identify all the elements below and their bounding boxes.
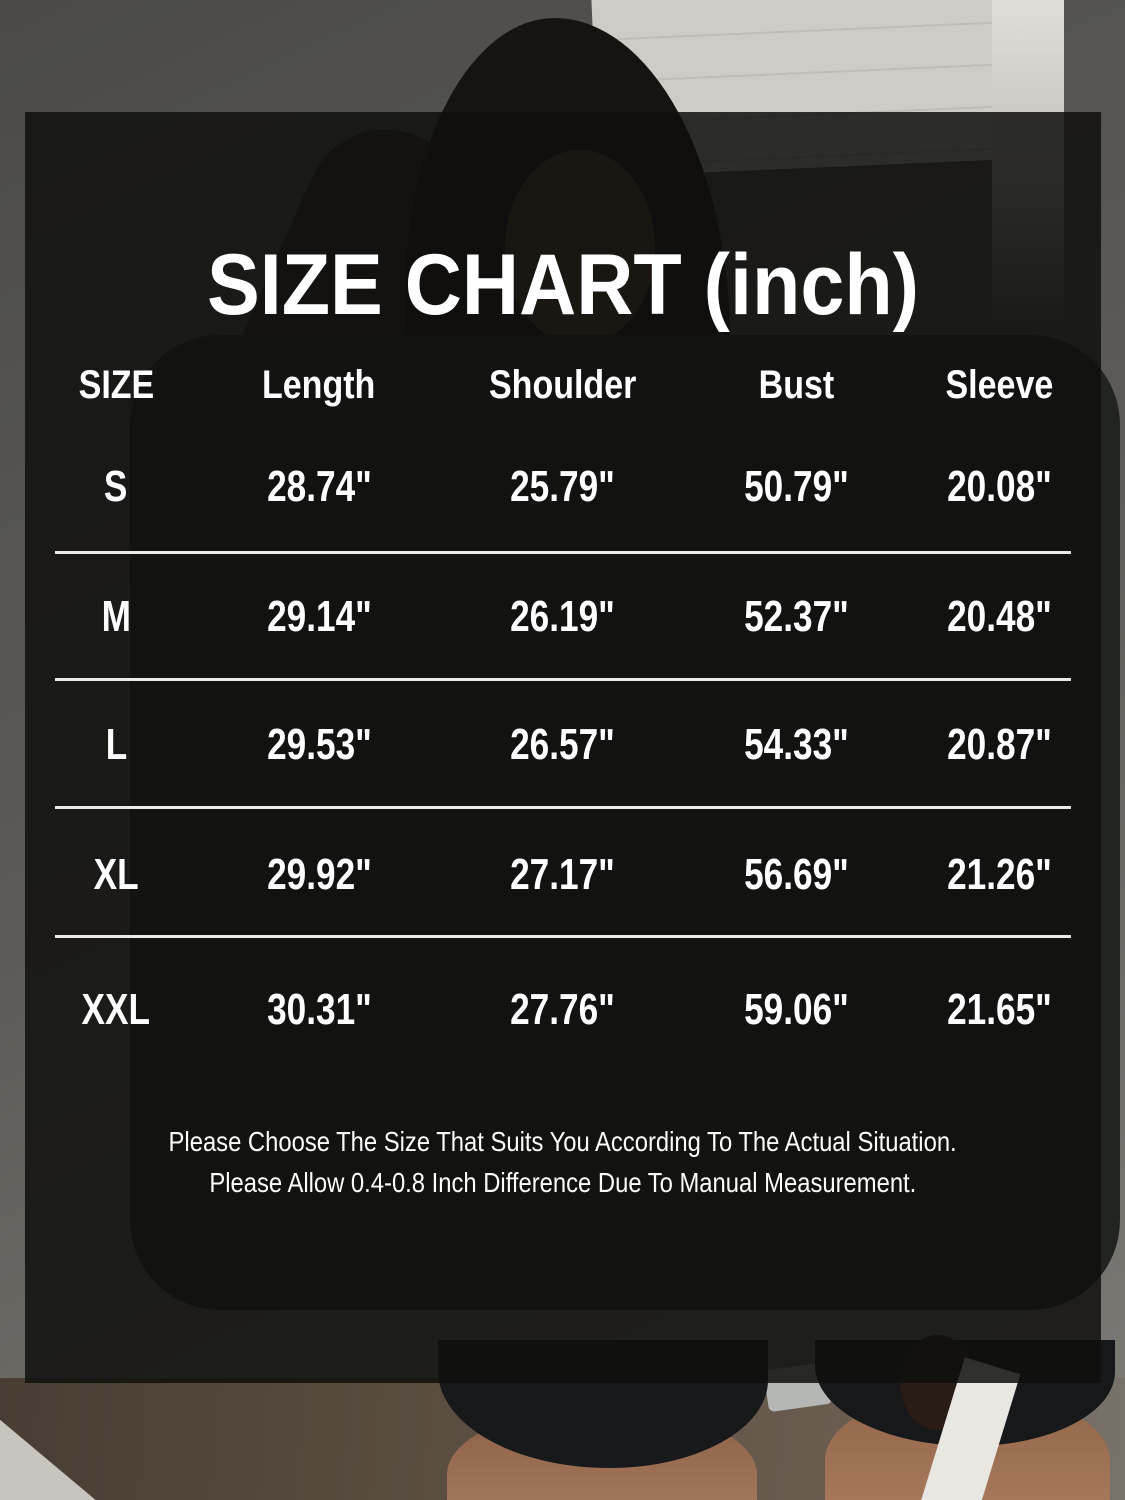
length-cell: 30.31"	[266, 985, 372, 1034]
length-cell: 29.14"	[266, 592, 372, 641]
row-divider	[55, 935, 1071, 938]
table-header-row: SIZE Length Shoulder Bust Sleeve	[55, 360, 1071, 410]
length-cell: 28.74"	[266, 462, 372, 511]
size-cell: M	[101, 592, 131, 641]
shoulder-cell: 26.57"	[510, 720, 616, 769]
table-row: L 29.53" 26.57" 54.33" 20.87"	[55, 720, 1071, 770]
table-row: M 29.14" 26.19" 52.37" 20.48"	[55, 592, 1071, 642]
table-row: XXL 30.31" 27.76" 59.06" 21.65"	[55, 985, 1071, 1035]
bust-cell: 56.69"	[744, 850, 850, 899]
column-header-length: Length	[262, 362, 376, 407]
shoulder-cell: 27.76"	[510, 985, 616, 1034]
row-divider	[55, 806, 1071, 809]
size-note-line-2: Please Allow 0.4-0.8 Inch Difference Due…	[209, 1167, 917, 1198]
bust-cell: 50.79"	[744, 462, 850, 511]
row-divider	[55, 678, 1071, 681]
table-row: S 28.74" 25.79" 50.79" 20.08"	[55, 462, 1071, 512]
column-header-sleeve: Sleeve	[945, 362, 1054, 407]
sleeve-cell: 20.87"	[947, 720, 1053, 769]
sleeve-cell: 21.26"	[947, 850, 1053, 899]
column-header-bust: Bust	[758, 362, 835, 407]
shoulder-cell: 26.19"	[510, 592, 616, 641]
size-cell: L	[105, 720, 127, 769]
page-title-text: SIZE CHART (inch)	[206, 236, 920, 333]
sleeve-cell: 20.08"	[947, 462, 1053, 511]
length-cell: 29.92"	[266, 850, 372, 899]
sleeve-cell: 21.65"	[947, 985, 1053, 1034]
size-cell: S	[104, 462, 128, 511]
length-cell: 29.53"	[266, 720, 372, 769]
sleeve-cell: 20.48"	[947, 592, 1053, 641]
shoulder-cell: 25.79"	[510, 462, 616, 511]
shoulder-cell: 27.17"	[510, 850, 616, 899]
column-header-shoulder: Shoulder	[489, 362, 637, 407]
bust-cell: 59.06"	[744, 985, 850, 1034]
size-cell: XL	[93, 850, 139, 899]
bust-cell: 54.33"	[744, 720, 850, 769]
bust-cell: 52.37"	[744, 592, 850, 641]
table-row: XL 29.92" 27.17" 56.69" 21.26"	[55, 850, 1071, 900]
row-divider	[55, 551, 1071, 554]
size-chart-panel: SIZE CHART (inch) SIZE Length Shoulder B…	[25, 112, 1101, 1383]
size-cell: XXL	[81, 985, 151, 1034]
column-header-size: SIZE	[78, 362, 154, 407]
size-note-line-1: Please Choose The Size That Suits You Ac…	[168, 1126, 958, 1157]
page-title: SIZE CHART (inch)	[25, 236, 1101, 333]
